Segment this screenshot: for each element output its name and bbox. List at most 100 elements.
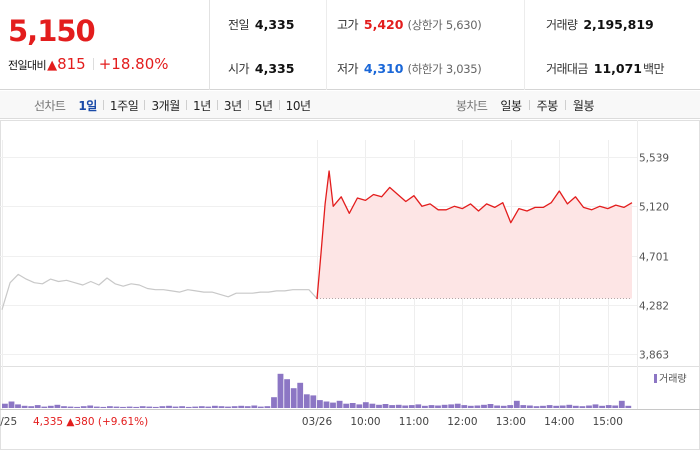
- divider: [92, 58, 94, 70]
- volume-bar: [41, 406, 48, 408]
- volume-bar: [408, 405, 415, 408]
- volume-bar: [107, 406, 113, 408]
- stat-open: 시가 4,335: [228, 60, 294, 77]
- tab-period[interactable]: 3년: [223, 98, 242, 113]
- stat-value: 5,420: [363, 17, 404, 32]
- volume-bar: [303, 394, 310, 408]
- tab-period[interactable]: 일봉: [500, 98, 522, 113]
- tab-divider: [564, 100, 566, 110]
- tab-period[interactable]: 10년: [285, 98, 312, 113]
- tab-period[interactable]: 1년: [192, 98, 211, 113]
- today-price-line: [316, 170, 633, 300]
- candle-chart-label: 봉차트: [456, 98, 488, 113]
- tab-period[interactable]: 주봉: [536, 98, 559, 113]
- stat-label: 거래량: [546, 18, 578, 32]
- volume-bar: [481, 404, 487, 408]
- y-tick-label: 3,863: [639, 350, 669, 362]
- volume-bar: [2, 403, 8, 408]
- tab-divider: [216, 100, 218, 110]
- volume-bar: [271, 397, 277, 408]
- volume-bar: [395, 404, 402, 408]
- volume-bar: [422, 405, 428, 408]
- change-label: 전일대비: [8, 59, 47, 72]
- volume-bar: [507, 405, 514, 408]
- tab-divider: [528, 100, 530, 110]
- tab-period[interactable]: 1주일: [109, 98, 139, 113]
- volume-bar: [317, 400, 323, 408]
- volume-bar: [402, 405, 409, 408]
- volume-bar: [34, 405, 41, 408]
- volume-bar: [146, 406, 153, 408]
- current-price: 5,150: [8, 14, 96, 48]
- line-chart-tabs: 선차트 1일 1주일 3개월 1년 3년 5년 10년: [34, 91, 311, 119]
- change-row: 전일대비▲815 +18.80%: [8, 54, 169, 73]
- volume-bar: [454, 403, 461, 408]
- volume-bar: [21, 405, 28, 408]
- volume-bar: [428, 405, 435, 408]
- stat-value: 11,071: [593, 61, 643, 76]
- volume-bar: [586, 405, 592, 408]
- previous-close-annotation: 4,335 ▲380 (+9.61%): [33, 416, 148, 428]
- volume-bar: [100, 406, 107, 408]
- volume-bar: [212, 405, 218, 408]
- volume-bar: [520, 405, 527, 408]
- stat-label: 저가: [337, 62, 358, 76]
- upper-limit-note: (상한가 5,630): [407, 18, 482, 32]
- volume-bar: [461, 405, 468, 408]
- volume-bar: [80, 406, 87, 408]
- volume-bar: [376, 404, 382, 408]
- volume-bar: [87, 405, 94, 408]
- tab-period[interactable]: 5년: [254, 98, 273, 113]
- stat-column-volume: 거래량 2,195,819 거래대금 11,071백만: [525, 0, 700, 90]
- stat-low: 저가 4,310 (하한가 3,035): [337, 60, 482, 77]
- y-tick-label: 5,539: [639, 153, 669, 165]
- volume-bar: [225, 406, 231, 408]
- volume-bar: [133, 406, 140, 408]
- volume-bar: [257, 406, 264, 408]
- volume-bar: [336, 400, 343, 408]
- volume-bar: [28, 406, 35, 408]
- x-tick-label: 12:00: [447, 416, 477, 428]
- volume-bar: [467, 405, 474, 408]
- volume-legend-label: 거래량: [659, 373, 687, 385]
- volume-bar: [238, 405, 245, 408]
- volume-bar: [290, 388, 297, 408]
- volume-bar: [599, 405, 605, 408]
- change-rate: +18.80%: [98, 55, 169, 73]
- tab-divider: [278, 100, 280, 110]
- volume-bar: [546, 405, 553, 408]
- volume-bar: [382, 404, 389, 408]
- tab-divider: [102, 100, 104, 110]
- volume-bar: [448, 404, 455, 408]
- tab-period[interactable]: 월봉: [572, 98, 595, 113]
- volume-bar: [553, 405, 560, 408]
- volume-bar: [572, 405, 579, 408]
- volume-bar: [474, 405, 481, 408]
- volume-bar: [441, 404, 448, 408]
- stat-volume: 거래량 2,195,819: [546, 16, 654, 33]
- stat-value: 4,335: [254, 17, 295, 32]
- stat-label: 시가: [228, 62, 249, 76]
- volume-bar: [61, 406, 67, 408]
- up-triangle-icon: ▲: [47, 58, 58, 73]
- volume-bar: [592, 404, 599, 408]
- volume-bar: [152, 406, 159, 408]
- volume-bar: [579, 406, 586, 408]
- volume-bar: [277, 373, 284, 408]
- x-tick-label: 03/26: [302, 416, 333, 428]
- volume-bar: [323, 401, 330, 408]
- y-tick-label: 4,282: [639, 301, 669, 313]
- volume-legend-swatch: [654, 374, 657, 383]
- tab-period[interactable]: 3개월: [151, 98, 180, 113]
- volume-bar: [8, 401, 15, 408]
- volume-bar: [618, 400, 625, 408]
- volume-bar: [343, 403, 350, 408]
- y-tick-label: 5,120: [639, 202, 669, 214]
- tab-period[interactable]: 1일: [78, 98, 97, 113]
- volume-bar: [415, 404, 422, 408]
- previous-day-price-line: [1, 273, 318, 310]
- volume-bar: [113, 406, 120, 408]
- volume-bar: [192, 406, 199, 408]
- volume-bar: [166, 405, 172, 408]
- volume-bar: [297, 382, 304, 408]
